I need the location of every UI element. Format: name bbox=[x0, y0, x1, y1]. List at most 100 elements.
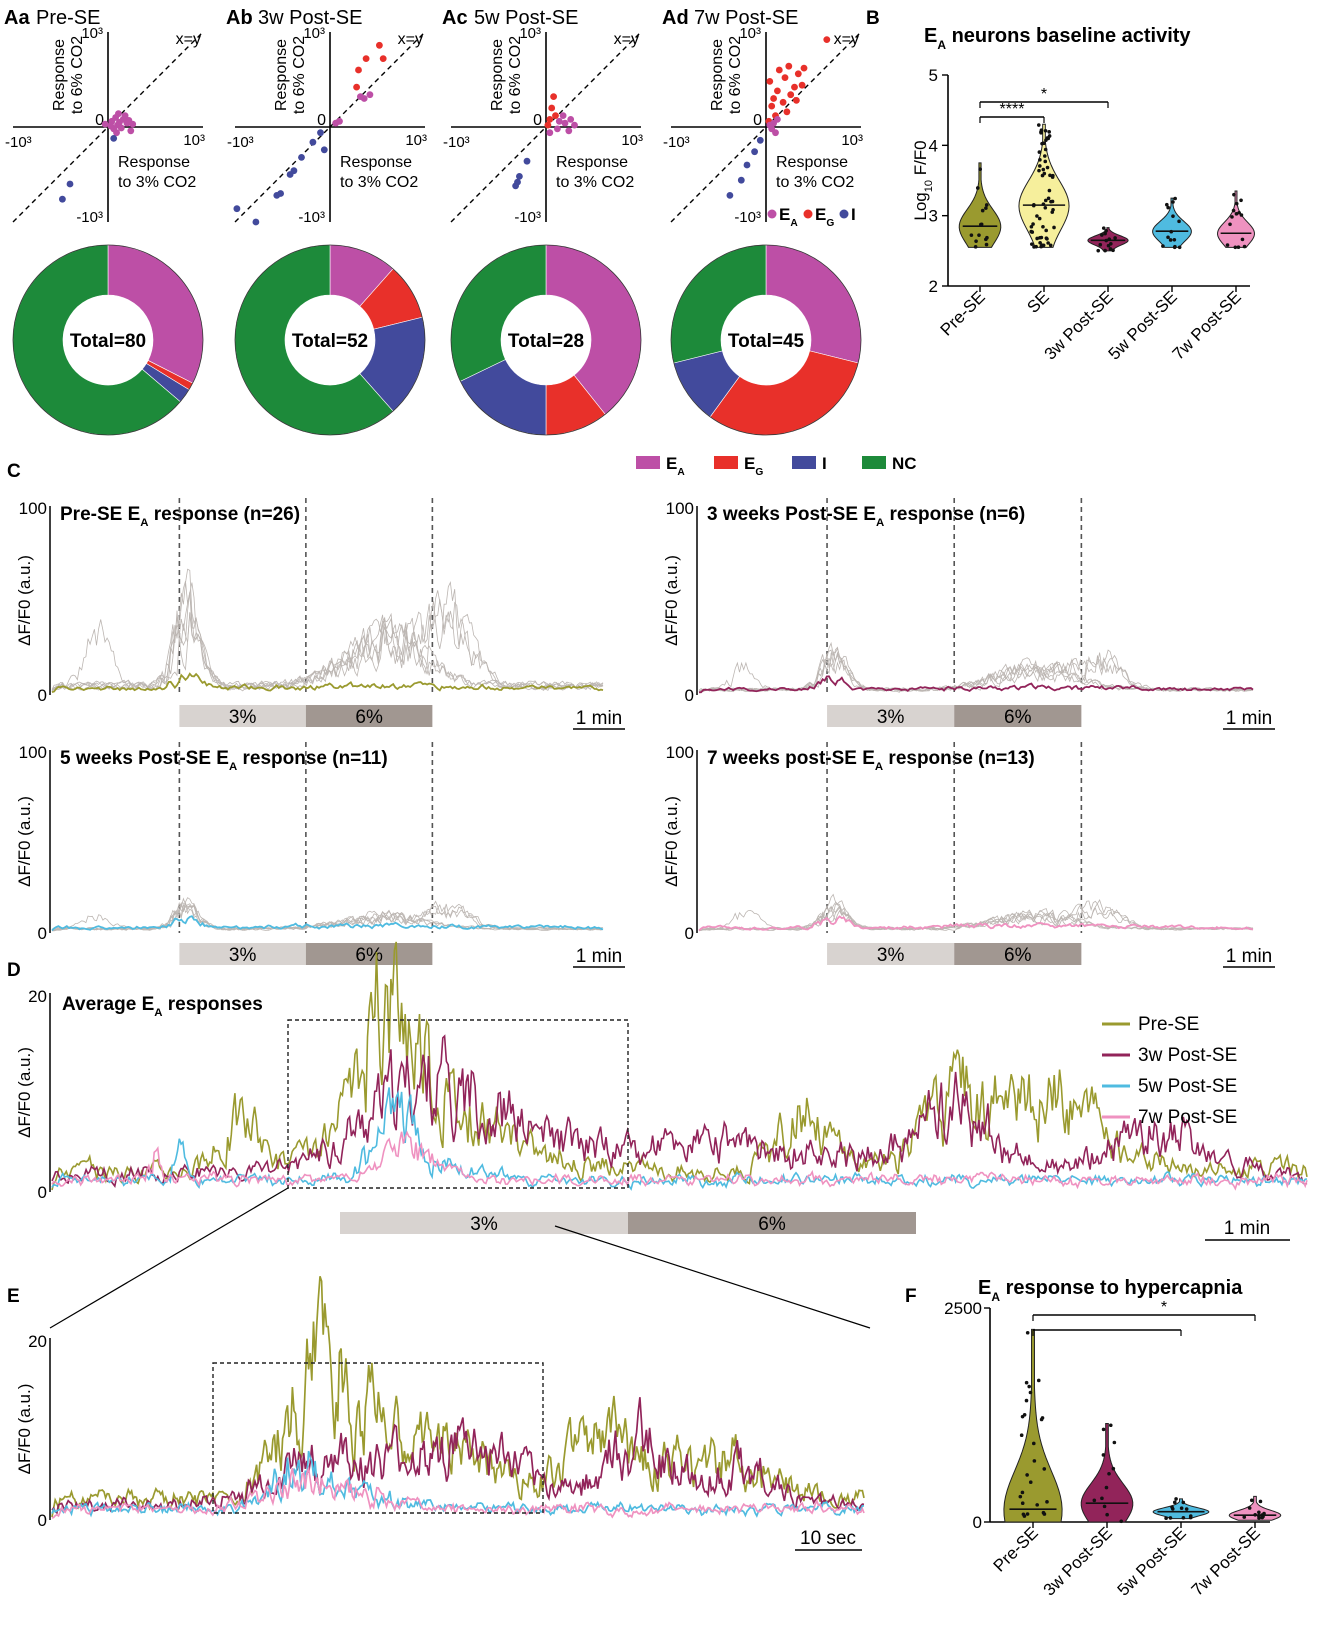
D-title-rest: responses bbox=[162, 994, 262, 1015]
D-stim-bar-6 bbox=[628, 1212, 916, 1234]
x-tick-min: -10³ bbox=[663, 134, 690, 151]
C-stim-label-6: 6% bbox=[355, 945, 383, 966]
scatter-title: 7w Post-SE bbox=[694, 7, 798, 29]
violin-point bbox=[1171, 214, 1175, 218]
x-axis-label-line1: Response bbox=[118, 154, 190, 171]
C-individual-trace bbox=[51, 612, 604, 691]
violin-point bbox=[1177, 245, 1182, 250]
B-y-axis-label: Log10 F/F0 bbox=[911, 140, 935, 220]
y-tick-min: -10³ bbox=[76, 209, 103, 226]
violin-point bbox=[1107, 1471, 1111, 1476]
C-stim-label-6: 6% bbox=[1004, 945, 1032, 966]
donut-total-value: 52 bbox=[347, 331, 368, 352]
C-subpanel-title-sub: A bbox=[140, 517, 148, 529]
violin-point bbox=[1024, 1380, 1029, 1385]
C-individual-trace bbox=[698, 641, 1254, 693]
donut-total-prefix: Total= bbox=[292, 331, 347, 352]
violin-body bbox=[1080, 1423, 1134, 1523]
scatter-point-EG bbox=[546, 116, 554, 123]
scatter-point-I bbox=[233, 205, 241, 213]
violin-point bbox=[1239, 198, 1243, 203]
E-y-axis-label: ΔF/F0 (a.u.) bbox=[15, 1384, 34, 1475]
y-tick-max: 10³ bbox=[81, 25, 103, 42]
legend-label-EG-main: E bbox=[744, 454, 755, 473]
violin-point bbox=[1253, 1512, 1257, 1517]
legend-label-EA-main: E bbox=[779, 205, 790, 224]
B-y-label-sub: 10 bbox=[923, 180, 935, 192]
D-title-main: Average E bbox=[62, 994, 154, 1015]
legend-label-EA: EA bbox=[779, 205, 798, 229]
y-tick-max: 10³ bbox=[519, 25, 541, 42]
y-axis-label-line2: to 6% CO2 bbox=[727, 36, 744, 114]
violin-point bbox=[1035, 1503, 1039, 1507]
B-sig-label: * bbox=[1041, 86, 1047, 103]
violin-point bbox=[1043, 147, 1048, 152]
violin-point bbox=[1225, 243, 1230, 247]
legend-label-EG: EG bbox=[744, 454, 763, 478]
violin-point bbox=[1039, 130, 1043, 134]
violin-point bbox=[1043, 198, 1048, 203]
violin-point bbox=[1032, 245, 1036, 249]
donut-outline bbox=[234, 244, 426, 436]
legend-label-I: I bbox=[822, 454, 827, 473]
E-y-tick-max: 20 bbox=[28, 1332, 47, 1351]
x-tick-min: -10³ bbox=[5, 134, 32, 151]
violin-point bbox=[1169, 229, 1174, 234]
C-subpanel-title-rest: response (n=6) bbox=[884, 504, 1025, 525]
violin-point bbox=[1240, 237, 1245, 242]
scatter-point-EG bbox=[362, 55, 370, 62]
C-scale-label: 1 min bbox=[576, 708, 622, 729]
violin-point bbox=[1039, 244, 1043, 249]
F-x-tick-label: Pre-SE bbox=[990, 1523, 1042, 1575]
donut-total-prefix: Total= bbox=[728, 331, 783, 352]
violin-point bbox=[1232, 192, 1236, 197]
scatter-point-EA bbox=[115, 110, 122, 118]
scatter-point-EA bbox=[336, 117, 343, 125]
violin-point bbox=[1045, 165, 1050, 170]
legend-label-EA-main: E bbox=[666, 454, 677, 473]
D-legend-label-2: 3w Post-SE bbox=[1138, 1045, 1237, 1066]
scatter-point-EA bbox=[546, 129, 554, 137]
scatter-point-EA bbox=[129, 120, 137, 128]
C-scale-label: 1 min bbox=[576, 946, 622, 967]
scatter-point-EG bbox=[783, 108, 791, 116]
C-y-tick-max: 100 bbox=[19, 743, 47, 762]
violin-body bbox=[1217, 190, 1255, 248]
scatter-point-EA bbox=[555, 117, 563, 125]
violin-point bbox=[1018, 1494, 1023, 1499]
D-y-tick-min: 0 bbox=[38, 1183, 47, 1202]
violin-point bbox=[1045, 1500, 1049, 1504]
violin-point bbox=[1092, 1498, 1097, 1503]
violin-point bbox=[1029, 229, 1034, 234]
C-individual-trace bbox=[698, 646, 1254, 692]
scatter-point-EA bbox=[766, 121, 774, 129]
violin-point bbox=[1102, 1504, 1107, 1509]
F-y-tick-label: 0 bbox=[973, 1513, 982, 1532]
donut-total-prefix: Total= bbox=[70, 331, 125, 352]
scatter-point-EG bbox=[774, 87, 781, 95]
scatter-title: Pre-SE bbox=[36, 7, 100, 29]
violin-point bbox=[1050, 210, 1055, 214]
violin-point bbox=[1262, 1511, 1266, 1516]
violin-point bbox=[1242, 1515, 1247, 1519]
violin-point bbox=[1101, 226, 1106, 230]
legend-swatch-I bbox=[792, 456, 816, 469]
legend-marker-I bbox=[839, 209, 849, 219]
C-y-tick-max: 100 bbox=[666, 499, 694, 518]
violin-point bbox=[1047, 188, 1052, 193]
C-mean-trace bbox=[698, 915, 1254, 932]
violin-point bbox=[1031, 222, 1035, 226]
scatter-point-EG bbox=[800, 64, 808, 72]
D-y-tick-max: 20 bbox=[28, 987, 47, 1006]
zoom-connector-right bbox=[554, 1225, 871, 1329]
violin-point bbox=[980, 208, 985, 213]
scatter-point-I bbox=[516, 173, 523, 180]
violin-point bbox=[973, 245, 978, 249]
y-axis-label-line2: to 6% CO2 bbox=[291, 36, 308, 114]
C-individual-trace bbox=[698, 649, 1254, 693]
E-zoom-box bbox=[212, 1362, 544, 1514]
violin-point bbox=[1042, 141, 1046, 146]
legend-label-NC: NC bbox=[892, 454, 917, 473]
scatter-point-I bbox=[286, 171, 294, 178]
identity-label: x=y bbox=[834, 31, 859, 48]
